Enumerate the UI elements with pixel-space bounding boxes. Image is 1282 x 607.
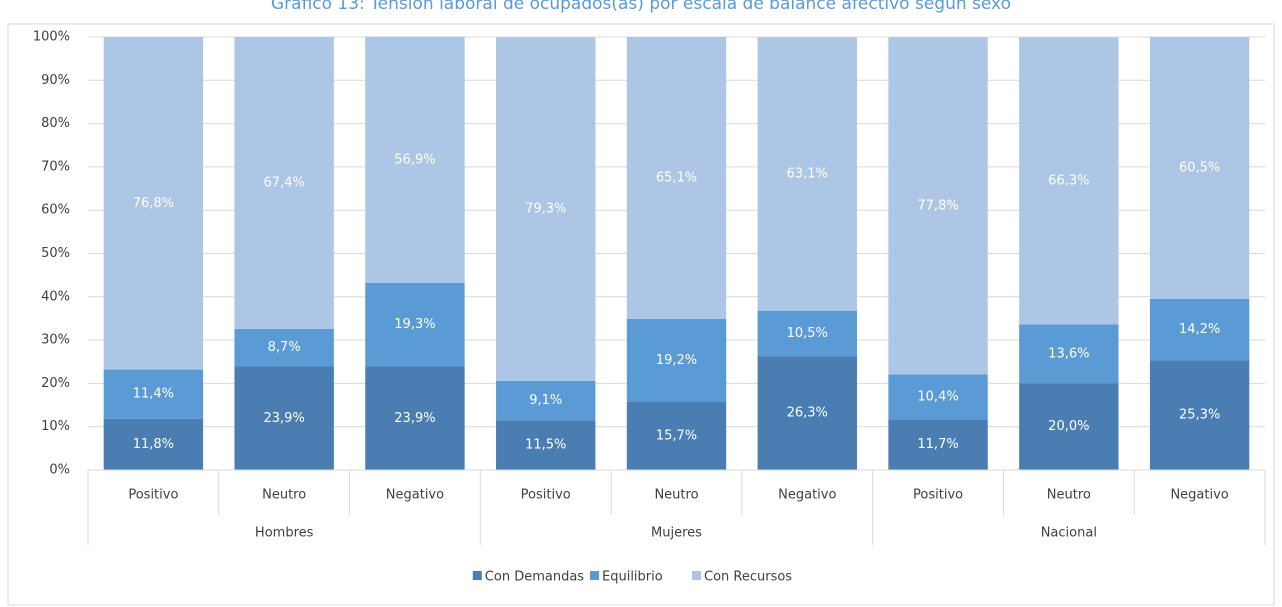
data-label: 23,9%	[264, 411, 305, 426]
legend-swatch	[692, 571, 701, 580]
y-tick-label: 90%	[41, 73, 70, 88]
bar-segment	[626, 318, 727, 403]
y-tick-label: 80%	[41, 116, 70, 131]
bar-segment	[1019, 324, 1119, 384]
data-label: 66,3%	[1048, 173, 1089, 188]
bar-segment	[103, 369, 204, 419]
bar-segment	[1019, 383, 1119, 470]
legend-label: Con Demandas	[485, 570, 584, 585]
data-label: 79,3%	[525, 202, 566, 217]
bar-segment	[234, 366, 334, 470]
bar-segment	[496, 420, 596, 470]
bar-segment	[888, 419, 988, 470]
y-tick-label: 10%	[41, 419, 70, 434]
x-tick-label: Positivo	[128, 488, 178, 503]
data-label: 23,9%	[394, 411, 435, 426]
bar-segment	[888, 374, 988, 420]
data-label: 10,5%	[787, 326, 828, 341]
data-label: 67,4%	[264, 175, 305, 190]
data-label: 19,3%	[394, 317, 435, 332]
bar-segment	[888, 37, 988, 375]
bar-segment	[496, 37, 596, 381]
group-label: Hombres	[255, 526, 314, 541]
bar-segment	[365, 282, 465, 367]
legend-label: Equilibrio	[602, 570, 663, 585]
x-tick-label: Negativo	[386, 488, 444, 503]
bar-segment	[1149, 360, 1250, 470]
x-tick-label: Positivo	[913, 488, 963, 503]
data-label: 11,4%	[133, 387, 174, 402]
data-label: 77,8%	[917, 198, 958, 213]
data-label: 11,7%	[917, 437, 958, 452]
bar-segment	[757, 310, 857, 357]
data-label: 60,5%	[1179, 160, 1220, 175]
data-label: 19,2%	[656, 353, 697, 368]
data-label: 25,3%	[1179, 408, 1220, 423]
data-label: 10,4%	[917, 389, 958, 404]
legend-swatch	[472, 571, 482, 580]
bar-segment	[626, 402, 727, 470]
y-tick-label: 70%	[41, 159, 70, 174]
x-tick-label: Neutro	[1047, 488, 1091, 503]
x-tick-label: Neutro	[262, 488, 306, 503]
y-tick-label: 30%	[41, 333, 70, 348]
y-tick-label: 100%	[33, 30, 70, 45]
data-label: 11,5%	[525, 438, 566, 453]
bar-segment	[234, 37, 334, 329]
legend-label: Con Recursos	[704, 570, 792, 585]
x-tick-label: Negativo	[1170, 488, 1228, 503]
y-tick-label: 0%	[49, 463, 70, 478]
y-tick-label: 40%	[41, 289, 70, 304]
data-label: 65,1%	[656, 170, 697, 185]
group-label: Mujeres	[651, 526, 702, 541]
bar-segment	[365, 366, 465, 470]
data-label: 56,9%	[394, 152, 435, 167]
x-tick-label: Negativo	[778, 488, 836, 503]
y-tick-label: 50%	[41, 246, 70, 261]
bar-segment	[757, 356, 857, 470]
bar-segment	[757, 37, 857, 311]
data-label: 13,6%	[1048, 346, 1089, 361]
bar-segment	[103, 37, 204, 370]
x-tick-label: Neutro	[654, 488, 698, 503]
bar-segment	[1149, 298, 1250, 361]
chart-title: Gráfico 13: Tensión laboral de ocupados(…	[271, 0, 1011, 14]
data-label: 11,8%	[133, 437, 174, 452]
data-label: 9,1%	[529, 393, 562, 408]
data-label: 76,8%	[133, 196, 174, 211]
bar-segment	[1149, 37, 1250, 299]
x-tick-label: Positivo	[521, 488, 571, 503]
bar-segment	[626, 37, 727, 319]
group-label: Nacional	[1041, 526, 1097, 541]
data-label: 20,0%	[1048, 419, 1089, 434]
bar-segment	[496, 380, 596, 421]
y-tick-label: 60%	[41, 203, 70, 218]
data-label: 26,3%	[787, 406, 828, 421]
bar-segment	[234, 328, 334, 367]
legend-swatch	[590, 571, 599, 580]
bar-segment	[103, 418, 204, 470]
bar-segment	[365, 36, 465, 283]
bar-segment	[1019, 37, 1119, 325]
data-label: 8,7%	[268, 340, 301, 355]
y-tick-label: 20%	[41, 376, 70, 391]
data-label: 63,1%	[787, 167, 828, 182]
data-label: 14,2%	[1179, 322, 1220, 337]
data-label: 15,7%	[656, 429, 697, 444]
